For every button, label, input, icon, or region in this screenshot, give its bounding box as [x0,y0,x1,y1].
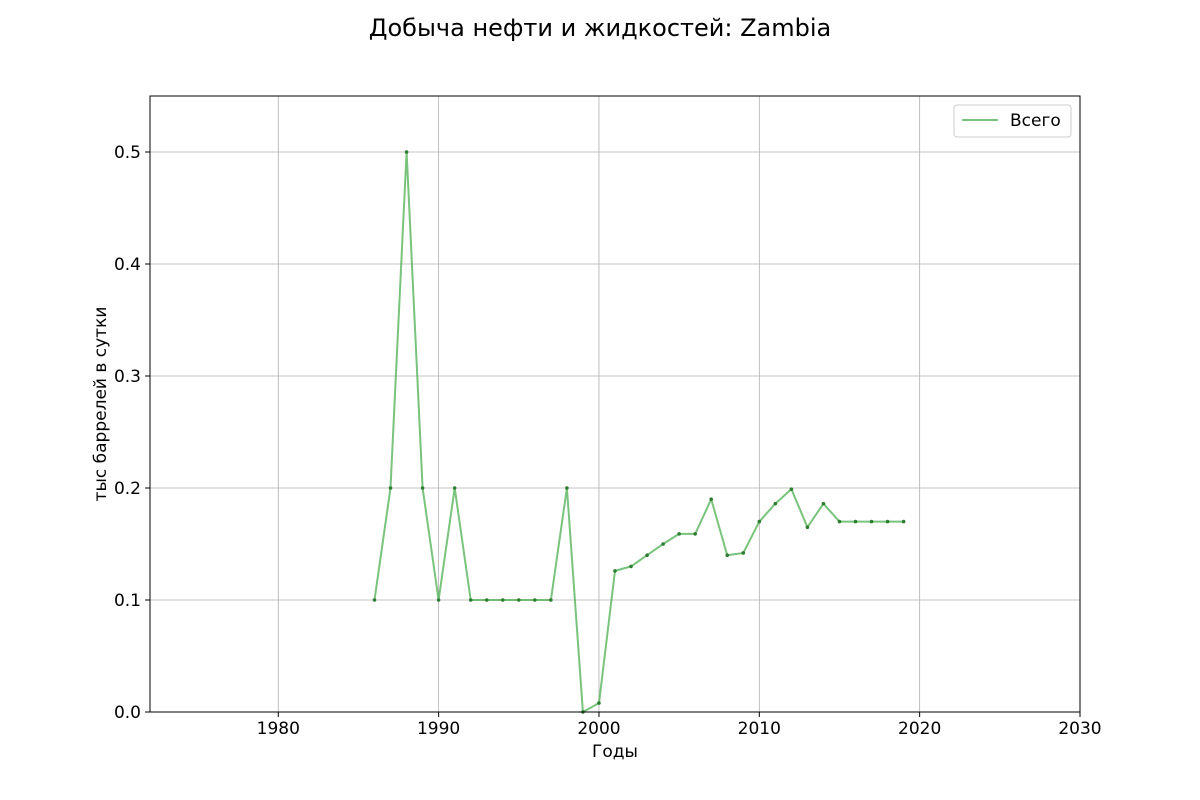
data-point [388,486,393,490]
data-point [516,598,521,602]
x-tick-label: 1980 [257,719,300,739]
data-point [757,519,762,524]
data-point [661,542,665,546]
chart-title: Добыча нефти и жидкостей: Zambia [369,14,832,42]
x-tick-label: 2010 [738,719,781,739]
data-point [549,598,553,602]
y-tick-label: 0.0 [114,703,141,723]
data-point [901,519,906,524]
axis-ticks: 1980 1990 2000 2010 2020 2030 0.0 0.1 0.2 0.3 0.4 0… [114,143,1102,739]
data-point [484,598,489,602]
y-tick-label: 0.1 [114,591,141,611]
plot-area [149,95,1081,713]
y-tick-label: 0.3 [114,367,141,387]
data-point [500,598,505,602]
data-point [853,519,858,524]
data-point [741,551,746,555]
data-point [452,486,457,490]
data-point [709,497,714,502]
data-point [404,150,409,154]
data-point [372,598,377,602]
data-point [468,598,473,602]
y-tick-label: 0.5 [114,143,141,163]
data-point [436,598,441,602]
y-tick-label: 0.4 [114,255,141,275]
x-axis-label: Годы [592,742,638,762]
data-point [821,501,826,506]
grid [150,96,1081,713]
data-point [837,519,842,524]
data-point [629,564,633,569]
data-point [805,525,810,529]
series-layer [372,150,906,714]
data-point [885,519,890,524]
data-point [533,598,537,602]
data-point [773,501,778,506]
x-tick-label: 1990 [417,719,460,739]
data-point [789,487,794,491]
y-axis-label: тыс баррелей в сутки [91,307,111,502]
x-tick-label: 2020 [898,719,941,739]
legend-box [953,104,1072,138]
data-point [725,553,730,557]
x-tick-label: 2000 [577,719,620,739]
series-line [373,151,904,713]
legend-label: Всего [1010,111,1061,131]
data-point [613,569,617,573]
data-point [677,532,681,536]
legend: Всего [953,104,1072,138]
y-tick-label: 0.2 [114,479,141,499]
data-point [565,486,569,490]
data-point [693,532,697,536]
data-point [869,519,874,524]
x-tick-label: 2030 [1058,719,1101,739]
data-point [597,701,601,705]
data-point [420,486,425,490]
data-point [645,553,649,557]
